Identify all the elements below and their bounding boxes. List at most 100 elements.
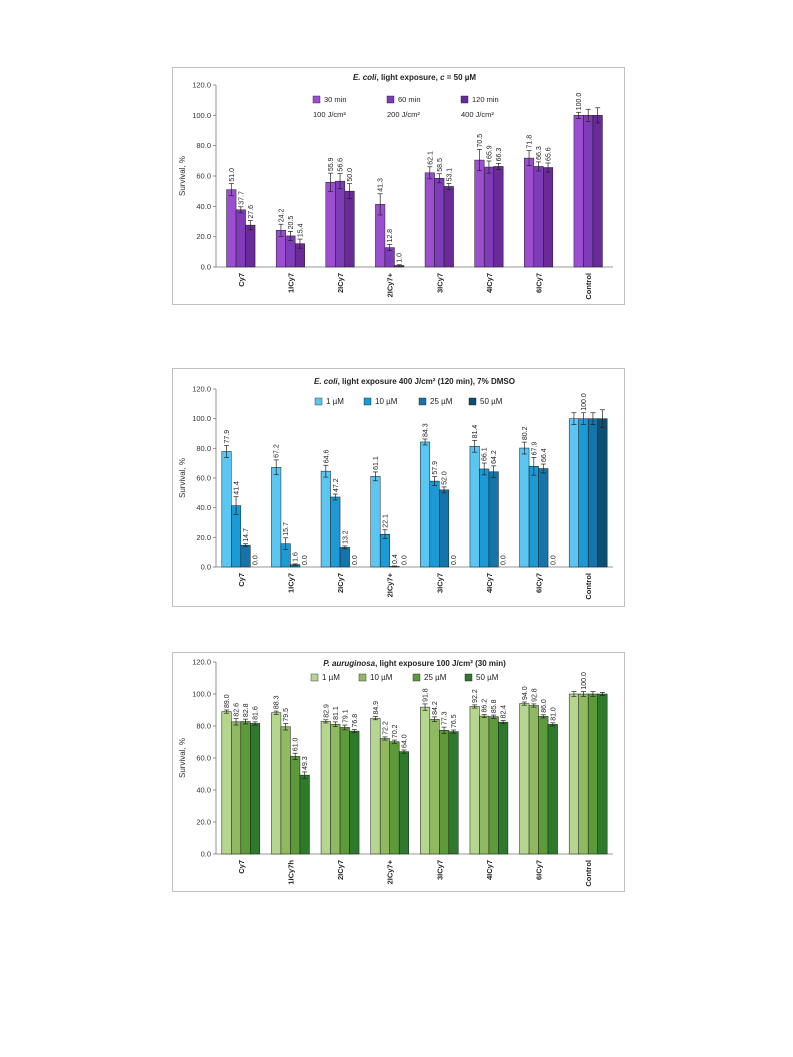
data-label: 1.6 xyxy=(293,552,300,562)
chart-title-part: E. coli xyxy=(353,73,377,82)
data-label: 91.8 xyxy=(423,688,430,702)
bar xyxy=(335,180,346,268)
legend-swatch xyxy=(464,673,473,682)
bar xyxy=(389,741,400,855)
legend-swatch xyxy=(310,673,319,682)
x-tick-label: 1ICy7 xyxy=(286,573,295,593)
data-label: 65.9 xyxy=(486,145,493,159)
data-label: 62.1 xyxy=(427,151,434,165)
bar xyxy=(592,115,603,268)
data-label: 20.5 xyxy=(288,216,295,230)
bar xyxy=(578,693,589,855)
chart-title: P. auruginosa, light exposure 100 J/cm² … xyxy=(323,659,506,668)
data-label: 61.0 xyxy=(293,737,300,751)
data-label: 66.3 xyxy=(496,148,503,162)
data-label: 81.0 xyxy=(550,707,557,721)
bar xyxy=(379,533,390,568)
bar xyxy=(448,731,459,855)
chart-panel-ecoli-dmso: E. coli, light exposure 400 J/cm² (120 m… xyxy=(172,368,625,607)
x-tick-label: 4ICy7 xyxy=(485,860,494,880)
bar xyxy=(429,719,440,855)
bar xyxy=(299,774,310,855)
data-label: 50.0 xyxy=(347,168,354,182)
y-tick-label: 60.0 xyxy=(196,474,211,483)
bar xyxy=(330,723,341,855)
x-tick-label: 4ICy7 xyxy=(485,273,494,293)
data-label: 81.1 xyxy=(333,706,340,720)
chart-title-part: c xyxy=(440,73,445,82)
data-label: 56.6 xyxy=(338,158,345,172)
x-tick-label: 3ICy7 xyxy=(435,273,444,293)
data-label: 66.3 xyxy=(536,146,543,160)
data-label: 76.8 xyxy=(352,714,359,728)
x-tick-label: 3ICy7 xyxy=(435,573,444,593)
data-label: 70.5 xyxy=(477,134,484,148)
data-label: 55.9 xyxy=(328,157,335,171)
y-tick-label: 20.0 xyxy=(196,818,211,827)
x-tick-label: Cy7 xyxy=(237,573,246,587)
data-label: 84.3 xyxy=(423,423,430,437)
bar xyxy=(597,418,608,568)
chart-title-part: P. auruginosa xyxy=(323,659,375,668)
x-tick-label: 2ICy7+ xyxy=(386,572,395,597)
bar xyxy=(439,489,450,568)
data-label: 41.3 xyxy=(378,178,385,192)
y-tick-label: 60.0 xyxy=(196,172,211,181)
y-tick-label: 40.0 xyxy=(196,786,211,795)
x-tick-label: Cy7 xyxy=(237,273,246,287)
bar xyxy=(379,738,390,855)
bar xyxy=(420,441,431,568)
chart-pauruginosa: P. auruginosa, light exposure 100 J/cm² … xyxy=(178,658,613,887)
data-label: 92.2 xyxy=(472,689,479,703)
bar xyxy=(235,209,246,268)
data-label: 84.2 xyxy=(432,701,439,715)
y-axis-label: Survival, % xyxy=(178,738,187,778)
bar xyxy=(370,717,381,855)
legend-swatch xyxy=(412,673,421,682)
data-label: 76.5 xyxy=(451,714,458,728)
data-label: 24.2 xyxy=(278,208,285,222)
data-label: 0.0 xyxy=(253,555,260,565)
bar xyxy=(498,721,509,855)
data-label: 64.0 xyxy=(401,734,408,748)
legend-sublabel: 200 J/cm² xyxy=(387,110,420,119)
x-tick-label: 1ICy7h xyxy=(286,860,295,885)
legend-swatch xyxy=(386,95,395,104)
chart-ecoli-time: E. coli, light exposure, c = 50 µM 0.0 20.… xyxy=(178,73,613,300)
y-tick-label: 80.0 xyxy=(196,722,211,731)
data-label: 85.8 xyxy=(491,699,498,713)
data-label: 81.6 xyxy=(253,706,260,720)
y-axis-label: Survival, % xyxy=(178,458,187,498)
data-label: 82.4 xyxy=(501,705,508,719)
bar xyxy=(519,703,530,855)
bar xyxy=(221,451,232,568)
x-tick-label: 2ICy7 xyxy=(336,273,345,293)
x-tick-label: 2ICy7+ xyxy=(386,272,395,297)
legend-label: 60 min xyxy=(398,95,421,104)
bar xyxy=(528,466,539,568)
data-label: 86.0 xyxy=(541,699,548,713)
x-tick-label: Control xyxy=(584,860,593,887)
bar xyxy=(587,693,598,855)
bar xyxy=(469,446,480,568)
chart-title-part: E. coli xyxy=(314,377,338,386)
bar xyxy=(538,468,549,568)
data-label: 0.0 xyxy=(352,555,359,565)
chart-title: E. coli, light exposure, c = 50 µM xyxy=(353,73,476,82)
y-tick-label: 120.0 xyxy=(192,658,211,667)
bar xyxy=(469,706,480,855)
bar xyxy=(398,751,409,855)
bar xyxy=(271,467,282,568)
bar xyxy=(330,496,341,568)
chart-panel-ecoli-time: E. coli, light exposure, c = 50 µM 0.0 20.… xyxy=(172,67,625,305)
legend-swatch xyxy=(468,397,477,406)
bar xyxy=(280,726,291,855)
x-tick-label: 6ICy7 xyxy=(535,273,544,293)
bar xyxy=(250,723,261,855)
legend-sublabel: 100 J/cm² xyxy=(313,110,346,119)
bar xyxy=(488,471,499,568)
y-tick-label: 100.0 xyxy=(192,414,211,423)
bar xyxy=(240,721,251,855)
data-label: 82.8 xyxy=(243,703,250,717)
data-label: 51.0 xyxy=(229,168,236,182)
